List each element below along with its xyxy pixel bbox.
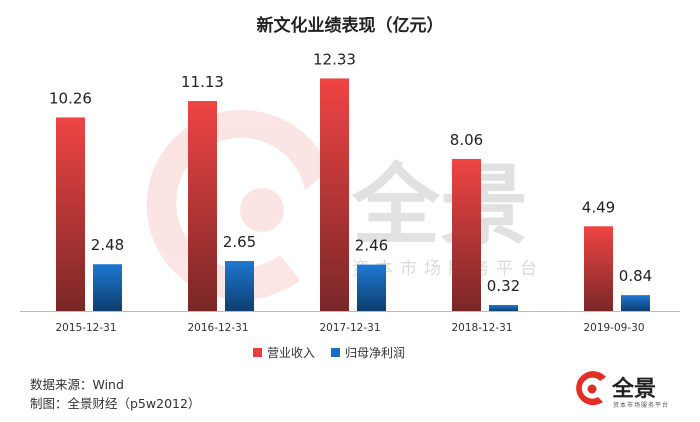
data-label: 2.46 [355, 237, 388, 255]
legend-label: 营业收入 [267, 346, 315, 360]
data-label: 8.06 [450, 131, 483, 149]
chart-credit: 制图：全景财经（p5w2012） [30, 396, 201, 411]
bar-revenue [320, 78, 349, 311]
data-label: 4.49 [582, 198, 615, 216]
legend-label: 归母净利润 [345, 346, 405, 360]
chart-title: 新文化业绩表现（亿元） [257, 15, 444, 36]
x-tick-label: 2019-09-30 [583, 322, 644, 334]
legend-swatch-icon [331, 348, 340, 357]
bar-revenue [188, 101, 217, 311]
bar-net-profit [489, 304, 518, 311]
bar-revenue [56, 117, 85, 311]
logo-tagline-text: 资本市场服务平台 [613, 401, 669, 409]
data-label: 12.33 [313, 50, 356, 68]
x-tick-label: 2015-12-31 [55, 322, 116, 334]
logo-brand-text: 全景 [611, 376, 656, 402]
brand-logo: 全景 资本市场服务平台 [576, 371, 669, 409]
data-label: 0.84 [619, 267, 652, 285]
bar-revenue [452, 158, 481, 311]
bar-net-profit [357, 264, 386, 311]
data-label: 0.32 [487, 277, 520, 295]
x-tick-label: 2018-12-31 [451, 322, 512, 334]
bar-net-profit [621, 295, 650, 311]
data-label: 2.65 [223, 233, 256, 251]
data-label: 10.26 [49, 89, 92, 107]
data-source-note: 数据来源：Wind [30, 377, 124, 392]
data-label: 2.48 [91, 236, 124, 254]
x-tick-label: 2017-12-31 [319, 322, 380, 334]
legend-swatch-icon [253, 348, 262, 357]
bar-net-profit [225, 261, 254, 311]
bar-net-profit [93, 264, 122, 311]
bar-revenue [584, 226, 613, 311]
data-label: 11.13 [181, 73, 224, 91]
logo-mark-icon [576, 371, 606, 406]
x-tick-label: 2016-12-31 [187, 322, 248, 334]
